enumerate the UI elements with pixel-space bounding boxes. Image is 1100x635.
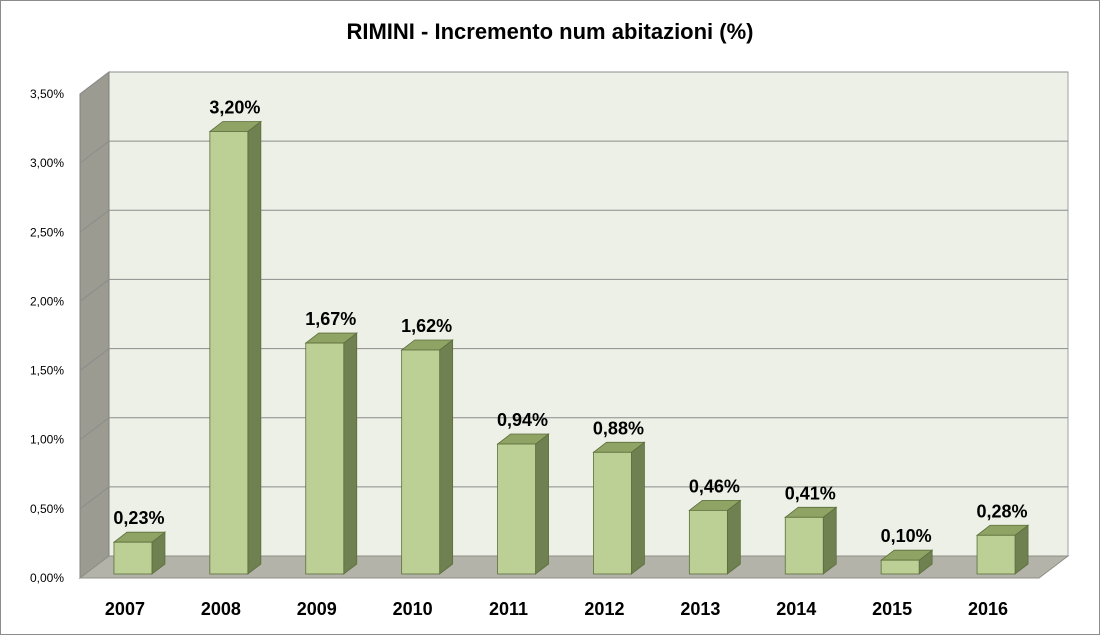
x-tick-label: 2008 bbox=[201, 599, 241, 619]
data-label: 1,62% bbox=[401, 316, 452, 336]
x-tick-label: 2011 bbox=[489, 599, 528, 619]
gridline bbox=[79, 71, 1068, 95]
x-tick-label: 2013 bbox=[680, 599, 720, 619]
x-tick-label: 2014 bbox=[776, 599, 816, 619]
y-tick-label: 3,50% bbox=[30, 87, 64, 101]
data-label: 1,67% bbox=[305, 309, 356, 329]
y-tick-label: 2,50% bbox=[30, 225, 64, 239]
bar-side bbox=[343, 332, 358, 575]
bar-side bbox=[822, 506, 837, 575]
data-label: 0,46% bbox=[689, 476, 740, 496]
bar bbox=[305, 342, 345, 575]
x-tick-label: 2009 bbox=[297, 599, 337, 619]
data-label: 0,10% bbox=[881, 526, 932, 546]
bar bbox=[976, 534, 1016, 575]
y-tick-label: 3,00% bbox=[30, 156, 64, 170]
x-tick-label: 2016 bbox=[968, 599, 1008, 619]
x-tick-label: 2010 bbox=[393, 599, 433, 619]
y-tick-label: 2,00% bbox=[30, 294, 64, 308]
bar bbox=[401, 349, 441, 575]
chart-title: RIMINI - Incremento num abitazioni (%) bbox=[346, 19, 753, 44]
bar bbox=[593, 451, 632, 575]
y-tick-label: 1,00% bbox=[30, 433, 64, 447]
bar-side bbox=[247, 120, 262, 575]
bar bbox=[497, 443, 536, 575]
data-label: 0,28% bbox=[977, 501, 1028, 521]
bar bbox=[113, 541, 153, 575]
gridline bbox=[79, 486, 1068, 510]
gridline bbox=[79, 278, 1068, 302]
y-tick-label: 1,50% bbox=[30, 364, 64, 378]
back-wall bbox=[108, 71, 1069, 557]
bar-side bbox=[535, 433, 549, 575]
gridline bbox=[79, 348, 1068, 371]
y-tick-label: 0,50% bbox=[30, 502, 64, 516]
bar bbox=[784, 516, 824, 575]
side-wall bbox=[79, 70, 110, 580]
data-label: 0,41% bbox=[785, 483, 836, 503]
data-label: 0,94% bbox=[497, 410, 548, 430]
x-tick-label: 2015 bbox=[872, 599, 912, 619]
data-label: 0,88% bbox=[593, 418, 644, 438]
bar bbox=[880, 559, 920, 575]
data-label: 0,23% bbox=[113, 508, 164, 528]
bar-side bbox=[439, 339, 454, 575]
bar bbox=[688, 509, 728, 575]
x-tick-label: 2007 bbox=[105, 599, 145, 619]
data-label: 3,20% bbox=[209, 97, 260, 117]
gridline bbox=[79, 209, 1068, 233]
bar-side bbox=[631, 441, 645, 575]
bar bbox=[209, 131, 249, 575]
bar-side bbox=[726, 499, 741, 575]
gridline bbox=[79, 417, 1068, 441]
gridline bbox=[79, 140, 1068, 164]
x-tick-label: 2012 bbox=[584, 599, 624, 619]
y-tick-label: 0,00% bbox=[30, 571, 64, 585]
